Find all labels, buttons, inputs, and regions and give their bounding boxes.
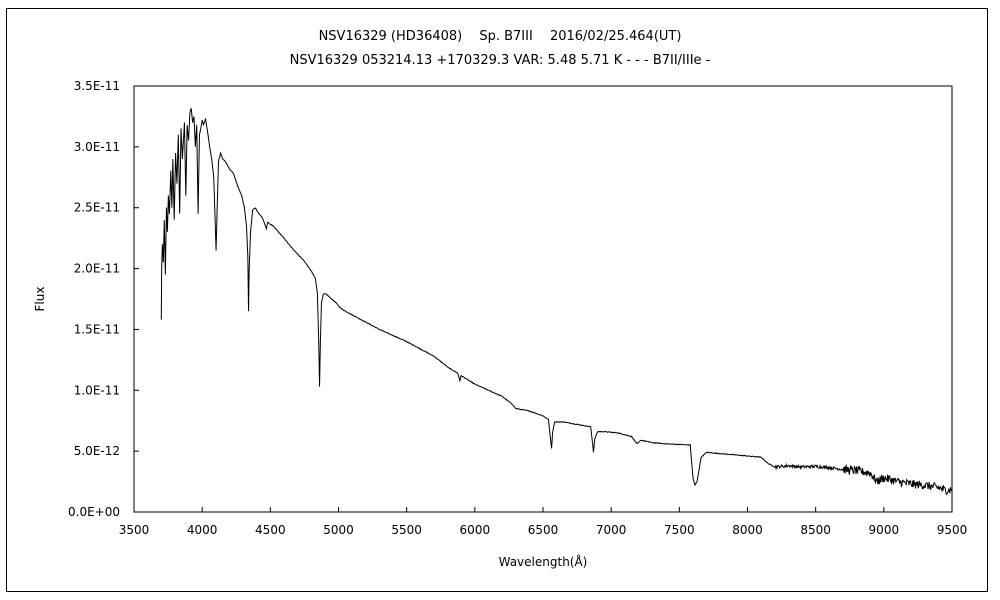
y-tick-label: 3.5E-11 (74, 79, 120, 93)
y-tick-label: 1.5E-11 (74, 322, 120, 336)
x-axis-label: Wavelength(Å) (499, 554, 588, 569)
x-tick-label: 7500 (664, 523, 695, 537)
x-tick-label: 8500 (800, 523, 831, 537)
x-tick-label: 5000 (323, 523, 354, 537)
x-tick-label: 8000 (732, 523, 763, 537)
x-tick-label: 6000 (460, 523, 491, 537)
x-tick-label: 4000 (187, 523, 218, 537)
x-tick-label: 4500 (255, 523, 286, 537)
y-tick-label: 2.5E-11 (74, 201, 120, 215)
plot-area (133, 85, 953, 513)
y-tick-label: 1.0E-11 (74, 383, 120, 397)
x-tick-label: 7000 (596, 523, 627, 537)
x-tick-label: 9000 (869, 523, 900, 537)
spectrum-line (160, 108, 953, 495)
x-tick-label: 5500 (391, 523, 422, 537)
y-tick-label: 0.0E+00 (68, 505, 120, 519)
y-tick-label: 2.0E-11 (74, 262, 120, 276)
x-tick-label: 3500 (119, 523, 150, 537)
y-tick-label: 3.0E-11 (74, 140, 120, 154)
y-axis: 0.0E+00 5.0E-12 1.0E-11 1.5E-11 2.0E-11 2.5E-… (68, 79, 139, 519)
chart-title: NSV16329 (HD36408) Sp. B7III 2016/02/25.… (318, 29, 682, 44)
x-tick-label: 9500 (937, 523, 968, 537)
x-axis: 3500 4000 4500 5000 5500 6000 6500 7000 7500 8000… (119, 507, 968, 537)
y-axis-label: Flux (33, 287, 47, 312)
y-tick-label: 5.0E-12 (74, 444, 120, 458)
x-tick-label: 6500 (528, 523, 559, 537)
chart-subtitle: NSV16329 053214.13 +170329.3 VAR: 5.48 5… (289, 53, 711, 68)
